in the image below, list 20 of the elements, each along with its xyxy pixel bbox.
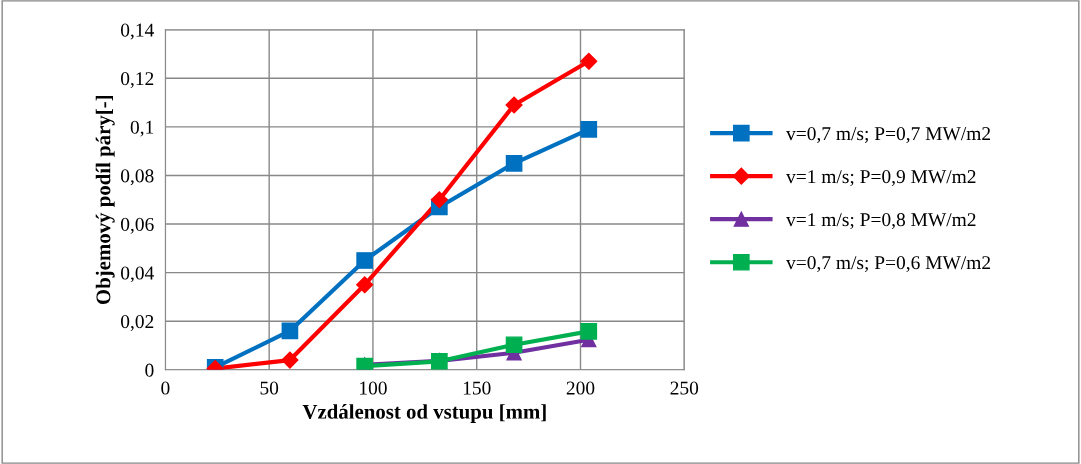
x-axis-title: Vzdálenost od vstupu [mm] xyxy=(302,404,546,424)
legend-label: v=0,7 m/s; P=0,7 MW/m2 xyxy=(786,127,991,143)
x-tick-label: 150 xyxy=(463,381,491,395)
y-tick-label: 0,14 xyxy=(121,23,154,40)
y-tick-label: 0,1 xyxy=(130,120,154,137)
legend-label: v=1 m/s; P=0,9 MW/m2 xyxy=(786,170,976,186)
y-tick-label: 0,06 xyxy=(121,217,154,234)
y-axis-title: Objemový podíl páry[-] xyxy=(95,95,115,305)
x-tick-label: 0 xyxy=(161,381,170,395)
x-tick-label: 200 xyxy=(566,381,595,395)
x-tick-label: 250 xyxy=(670,381,699,395)
legend-label: v=0,7 m/s; P=0,6 MW/m2 xyxy=(786,256,991,273)
y-tick-label: 0,04 xyxy=(121,266,154,283)
x-tick-label: 50 xyxy=(260,381,279,395)
y-tick-label: 0,12 xyxy=(121,72,154,89)
y-tick-label: 0,08 xyxy=(121,169,154,186)
y-tick-label: 0 xyxy=(145,363,154,377)
y-tick-label: 0,02 xyxy=(121,315,154,331)
legend-label: v=1 m/s; P=0,8 MW/m2 xyxy=(786,213,976,229)
x-tick-label: 100 xyxy=(360,381,387,395)
